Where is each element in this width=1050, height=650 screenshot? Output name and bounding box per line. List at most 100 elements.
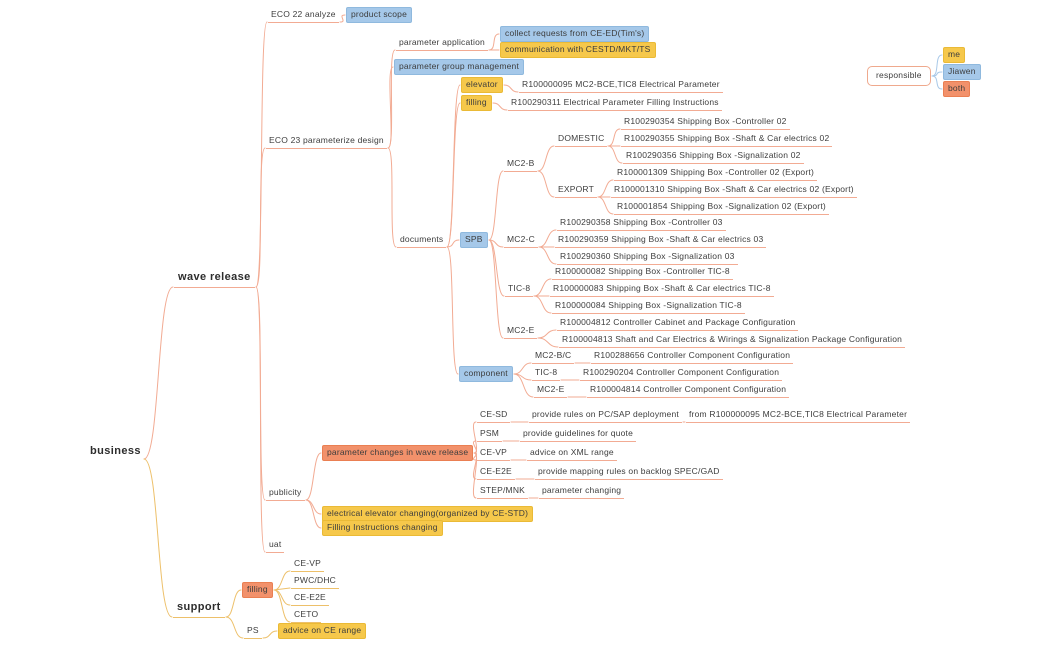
topic-business[interactable]: business <box>90 445 141 457</box>
topic-spb[interactable]: SPB <box>460 232 488 248</box>
topic-filling-sup[interactable]: filling <box>242 582 273 598</box>
topic-r288656[interactable]: R100288656 Controller Component Configur… <box>591 349 794 364</box>
topic-param-changing[interactable]: parameter changing <box>539 484 625 499</box>
topic-step-mnk[interactable]: STEP/MNK <box>477 484 529 499</box>
edge-mc2e-spb-to-r4812 <box>537 329 557 339</box>
topic-collect-requests[interactable]: collect requests from CE-ED(Tim's) <box>500 26 650 42</box>
topic-mc2bc[interactable]: MC2-B/C <box>532 349 575 364</box>
topic-pwc-dhc[interactable]: PWC/DHC <box>291 574 340 589</box>
topic-param-changes[interactable]: parameter changes in wave release <box>322 445 474 461</box>
topic-r359[interactable]: R100290359 Shipping Box -Shaft & Car ele… <box>555 233 767 248</box>
topic-export[interactable]: EXPORT <box>555 183 597 198</box>
edge-spb-to-mc2c <box>488 239 504 248</box>
topic-me[interactable]: me <box>943 47 966 63</box>
topic-r4812[interactable]: R100004812 Controller Cabinet and Packag… <box>557 316 799 331</box>
edge-domestic-to-r356 <box>607 145 623 164</box>
topic-publicity[interactable]: publicity <box>266 486 305 501</box>
topic-support[interactable]: support <box>173 600 225 618</box>
topic-eco23[interactable]: ECO 23 parameterize design <box>266 134 387 149</box>
topic-tic8-comp[interactable]: TIC-8 <box>532 366 561 381</box>
topic-mapping-rules[interactable]: provide mapping rules on backlog SPEC/GA… <box>535 465 723 480</box>
topic-r1309[interactable]: R100001309 Shipping Box -Controller 02 (… <box>614 166 817 181</box>
edge-filling-sup-to-ce-e2e-sup <box>273 589 291 606</box>
edge-filling-sup-to-pwc-dhc <box>273 587 291 591</box>
topic-r358[interactable]: R100290358 Shipping Box -Controller 03 <box>557 216 726 231</box>
topic-comm-cestd[interactable]: communication with CESTD/MKT/TS <box>500 42 656 58</box>
edge-wave-release-to-uat <box>255 286 266 553</box>
topic-r082[interactable]: R100000082 Shipping Box -Controller TIC-… <box>552 265 733 280</box>
topic-r354[interactable]: R100290354 Shipping Box -Controller 02 <box>621 115 790 130</box>
edge-filling-sup-to-ceto <box>273 589 291 623</box>
topic-mc2b[interactable]: MC2-B <box>504 157 538 172</box>
topic-advice-xml[interactable]: advice on XML range <box>527 446 617 461</box>
topic-r1310[interactable]: R100001310 Shipping Box -Shaft & Car ele… <box>611 183 857 198</box>
topic-r1854[interactable]: R100001854 Shipping Box -Signalization 0… <box>614 200 829 215</box>
topic-param-application[interactable]: parameter application <box>396 36 488 51</box>
topic-ce-e2e-sup[interactable]: CE-E2E <box>291 591 329 606</box>
topic-ce-vp-sup[interactable]: CE-VP <box>291 557 324 572</box>
topic-mc2e-comp[interactable]: MC2-E <box>534 383 568 398</box>
topic-r356[interactable]: R100290356 Shipping Box -Signalization 0… <box>623 149 804 164</box>
topic-eco22[interactable]: ECO 22 analyze <box>268 8 339 23</box>
topic-mc2e-spb[interactable]: MC2-E <box>504 324 538 339</box>
topic-rules-pcsap[interactable]: provide rules on PC/SAP deployment <box>529 408 682 423</box>
edge-ps-to-advice-ce-range <box>262 630 278 639</box>
topic-r311[interactable]: R100290311 Electrical Parameter Filling … <box>508 96 722 111</box>
topic-uat[interactable]: uat <box>266 538 285 553</box>
topic-guidelines-quote[interactable]: provide guidelines for quote <box>520 427 637 442</box>
topic-tic8-spb[interactable]: TIC-8 <box>505 282 534 297</box>
topic-jiawen[interactable]: Jiawen <box>943 64 981 80</box>
topic-r4814[interactable]: R100004814 Controller Component Configur… <box>587 383 790 398</box>
topic-r095[interactable]: R100000095 MC2-BCE,TIC8 Electrical Param… <box>519 78 723 93</box>
edge-responsible-to-both <box>931 75 943 90</box>
topic-advice-ce-range[interactable]: advice on CE range <box>278 623 367 639</box>
topic-ceto[interactable]: CETO <box>291 608 322 623</box>
edge-wave-release-to-eco23 <box>255 147 266 288</box>
edge-mc2c-to-r358 <box>538 229 557 248</box>
topic-r290204[interactable]: R100290204 Controller Component Configur… <box>580 366 783 381</box>
edge-support-to-ps <box>225 616 244 639</box>
edge-publicity-to-elec-elevator-changing <box>305 499 322 515</box>
edge-spb-to-tic8-spb <box>488 239 505 297</box>
topic-r360[interactable]: R100290360 Shipping Box -Signalization 0… <box>557 250 738 265</box>
topic-elevator[interactable]: elevator <box>461 77 503 93</box>
edge-eco23-to-param-group <box>387 66 394 149</box>
topic-ce-e2e-pub[interactable]: CE-E2E <box>477 465 515 480</box>
topic-r084[interactable]: R100000084 Shipping Box -Signalization T… <box>552 299 745 314</box>
edge-support-to-filling-sup <box>225 589 242 618</box>
edge-mc2b-to-domestic <box>537 145 555 172</box>
topic-wave-release[interactable]: wave release <box>174 270 255 288</box>
edge-elevator-to-r095 <box>503 84 519 93</box>
edge-documents-to-component <box>446 246 459 375</box>
edge-business-to-support <box>143 458 173 618</box>
topic-ce-vp-pub[interactable]: CE-VP <box>477 446 510 461</box>
edge-export-to-r1854 <box>597 196 614 215</box>
topic-ce-sd[interactable]: CE-SD <box>477 408 511 423</box>
topic-component[interactable]: component <box>459 366 513 382</box>
topic-product-scope[interactable]: product scope <box>346 7 412 23</box>
topic-both[interactable]: both <box>943 81 971 97</box>
edge-wave-release-to-eco22 <box>255 21 268 288</box>
edge-documents-to-filling-doc <box>446 102 461 248</box>
edge-mc2b-to-export <box>537 170 555 198</box>
edge-responsible-to-me <box>931 54 943 77</box>
topic-ps[interactable]: PS <box>244 624 262 639</box>
topic-filling-instructions-changing[interactable]: Filling Instructions changing <box>322 520 443 536</box>
edge-eco23-to-documents <box>387 147 397 248</box>
topic-documents[interactable]: documents <box>397 233 447 248</box>
topic-r355[interactable]: R100290355 Shipping Box -Shaft & Car ele… <box>621 132 833 147</box>
topic-responsible[interactable]: responsible <box>867 66 931 86</box>
edge-filling-doc-to-r311 <box>492 102 508 111</box>
edge-publicity-to-param-changes <box>305 452 322 501</box>
edge-spb-to-mc2e-spb <box>488 239 504 339</box>
topic-domestic[interactable]: DOMESTIC <box>555 132 608 147</box>
topic-param-group[interactable]: parameter group management <box>394 59 525 75</box>
topic-r4813[interactable]: R100004813 Shaft and Car Electrics & Wir… <box>559 333 906 348</box>
topic-r083[interactable]: R100000083 Shipping Box -Shaft & Car ele… <box>550 282 774 297</box>
edge-eco22-to-product-scope <box>339 14 346 23</box>
topic-from-r095[interactable]: from R100000095 MC2-BCE,TIC8 Electrical … <box>686 408 911 423</box>
topic-psm[interactable]: PSM <box>477 427 503 442</box>
topic-filling-doc[interactable]: filling <box>461 95 492 111</box>
topic-mc2c[interactable]: MC2-C <box>504 233 538 248</box>
